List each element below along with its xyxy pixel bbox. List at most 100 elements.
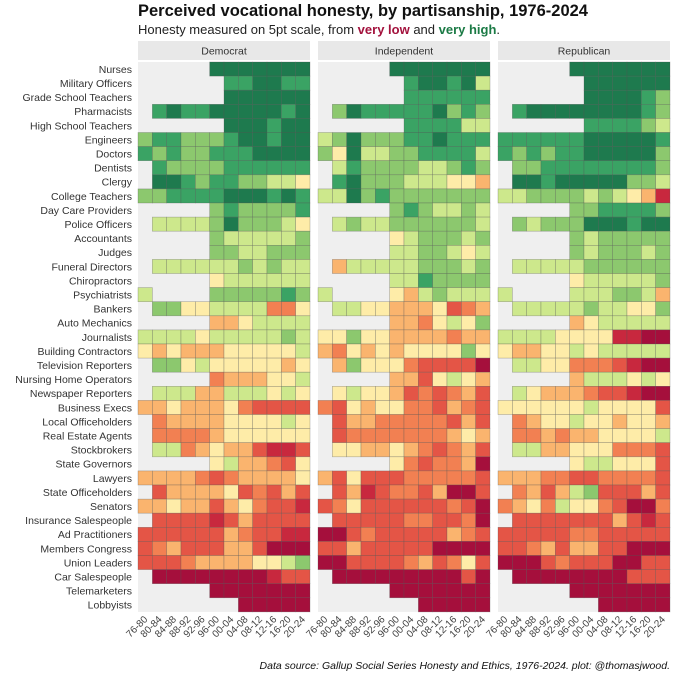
- heatmap-cell: [238, 526, 253, 542]
- heatmap-cell: [526, 470, 542, 486]
- row-label: Nurses: [99, 64, 132, 76]
- heatmap-cell: [223, 230, 239, 246]
- heatmap-cell: [598, 555, 613, 570]
- heatmap-cell: [252, 541, 268, 556]
- row-label: Accountants: [74, 233, 132, 245]
- heatmap-cell: [418, 555, 433, 570]
- heatmap-cell: [512, 442, 527, 458]
- heatmap-cell: [317, 498, 333, 514]
- heatmap-cell: [223, 259, 239, 274]
- heatmap-cell: [626, 371, 642, 387]
- heatmap-cell: [375, 329, 390, 345]
- heatmap-cell: [389, 512, 405, 528]
- heatmap-cell: [555, 569, 570, 584]
- heatmap-cell: [418, 484, 433, 500]
- heatmap-cell: [418, 273, 433, 288]
- heatmap-cell: [152, 104, 167, 119]
- heatmap-cell: [166, 569, 182, 584]
- heatmap-cell: [223, 329, 239, 345]
- heatmap-cell: [432, 315, 448, 331]
- heatmap-cell: [526, 428, 542, 444]
- heatmap-cell: [612, 230, 628, 246]
- heatmap-cell: [432, 371, 448, 387]
- heatmap-cell: [626, 555, 642, 570]
- heatmap-cell: [461, 287, 476, 303]
- heatmap-cell: [583, 287, 599, 303]
- heatmap-cell: [432, 301, 448, 317]
- heatmap-cell: [281, 301, 296, 317]
- heatmap-cell: [166, 400, 182, 415]
- heatmap-cell: [512, 484, 527, 500]
- heatmap-cell: [223, 456, 239, 472]
- heatmap-cell: [360, 357, 376, 373]
- heatmap-cell: [555, 385, 570, 401]
- heatmap-cell: [180, 470, 196, 486]
- heatmap-cell: [223, 343, 239, 359]
- heatmap-cell: [655, 315, 671, 331]
- heatmap-cell: [266, 526, 282, 542]
- heatmap-cell: [403, 89, 419, 105]
- heatmap-cell: [555, 414, 570, 429]
- heatmap-cell: [583, 132, 599, 147]
- heatmap-cell: [403, 61, 419, 77]
- heatmap-cell: [295, 118, 311, 133]
- heatmap-cell: [461, 484, 476, 500]
- heatmap-cell: [626, 202, 642, 218]
- heatmap-cell: [137, 526, 153, 542]
- heatmap-cell: [626, 75, 642, 91]
- heatmap-cell: [375, 104, 390, 119]
- heatmap-cell: [512, 470, 527, 486]
- heatmap-cell: [266, 555, 282, 570]
- heatmap-cell: [346, 385, 362, 401]
- heatmap-cell: [152, 498, 167, 514]
- heatmap-cell: [655, 484, 671, 500]
- heatmap-cell: [281, 357, 296, 373]
- heatmap-cell: [526, 301, 542, 317]
- heatmap-cell: [295, 104, 311, 119]
- heatmap-cell: [209, 202, 225, 218]
- heatmap-cell: [266, 442, 282, 458]
- heatmap-cell: [626, 174, 642, 190]
- heatmap-cell: [403, 414, 419, 429]
- heatmap-cell: [252, 357, 268, 373]
- heatmap-cell: [403, 526, 419, 542]
- heatmap-cell: [375, 414, 390, 429]
- row-label: Senators: [90, 501, 132, 513]
- heatmap-cell: [375, 484, 390, 500]
- heatmap-cell: [195, 541, 210, 556]
- heatmap-cell: [209, 188, 225, 204]
- heatmap-cell: [432, 89, 448, 105]
- heatmap-cell: [317, 526, 333, 542]
- row-label: Police Officers: [65, 219, 133, 231]
- heatmap-cell: [317, 188, 333, 204]
- heatmap-cell: [389, 414, 405, 429]
- heatmap-cell: [295, 329, 311, 345]
- heatmap-cell: [461, 118, 476, 133]
- heatmap-cell: [569, 315, 585, 331]
- heatmap-cell: [598, 484, 613, 500]
- heatmap-cell: [180, 400, 196, 415]
- heatmap-cell: [152, 569, 167, 584]
- heatmap-cell: [626, 583, 642, 599]
- heatmap-cell: [389, 484, 405, 500]
- heatmap-cell: [612, 146, 628, 162]
- heatmap-cell: [461, 216, 476, 232]
- heatmap-cell: [446, 597, 462, 613]
- heatmap-cell: [346, 512, 362, 528]
- heatmap-cell: [612, 484, 628, 500]
- heatmap-cell: [432, 287, 448, 303]
- heatmap-cell: [569, 470, 585, 486]
- heatmap-cell: [281, 343, 296, 359]
- heatmap-cell: [446, 541, 462, 556]
- heatmap-cell: [641, 104, 656, 119]
- heatmap-cell: [389, 315, 405, 331]
- heatmap-cell: [389, 202, 405, 218]
- heatmap-cell: [461, 202, 476, 218]
- heatmap-cell: [446, 357, 462, 373]
- heatmap-cell: [209, 371, 225, 387]
- heatmap-cell: [346, 428, 362, 444]
- heatmap-cell: [209, 512, 225, 528]
- heatmap-cell: [223, 484, 239, 500]
- heatmap-cell: [598, 512, 613, 528]
- heatmap-cell: [403, 442, 419, 458]
